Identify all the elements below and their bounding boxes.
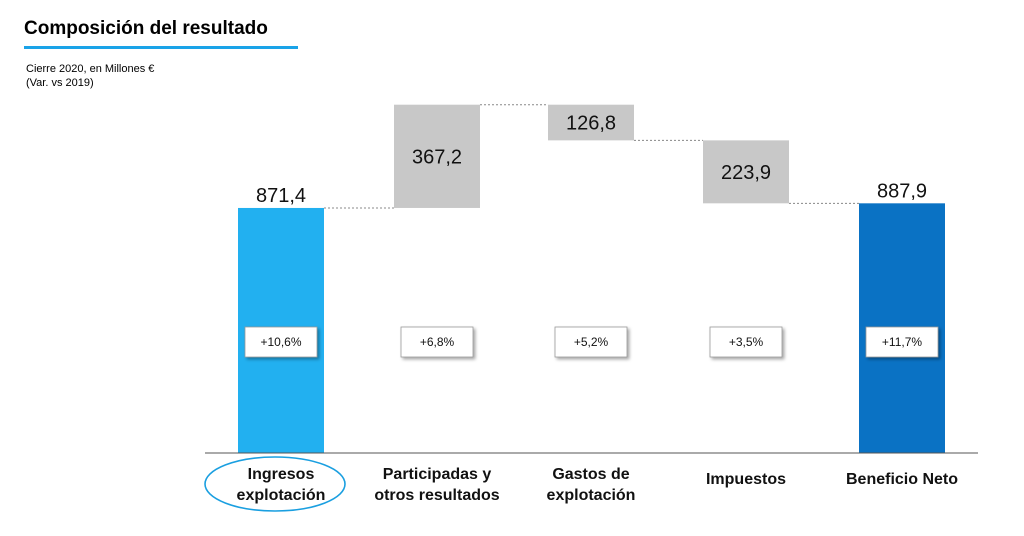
value-label-2: 126,8 <box>566 113 616 135</box>
variation-badge-1: +6,8% <box>400 326 474 358</box>
variation-box-0 <box>244 326 318 358</box>
category-label-0-line-1: explotación <box>237 487 326 504</box>
variation-label-2: +5,2% <box>574 335 609 349</box>
variation-badge-2: +5,2% <box>554 326 628 358</box>
value-label-3: 223,9 <box>721 162 771 184</box>
category-label-1-line-1: otros resultados <box>374 487 499 504</box>
category-label-4-line-0: Beneficio Neto <box>846 471 958 488</box>
chart-subtitle-line1: Cierre 2020, en Millones € <box>26 63 155 75</box>
variation-badge-3: +3,5% <box>709 326 783 358</box>
variation-label-0: +10,6% <box>260 335 301 349</box>
bar-3 <box>703 140 789 204</box>
value-label-0: 871,4 <box>256 185 306 207</box>
variation-label-1: +6,8% <box>420 335 455 349</box>
category-label-0: Ingresos explotación <box>237 466 326 504</box>
category-label-2-line-0: Gastos de <box>552 466 629 483</box>
title-underline <box>24 46 298 49</box>
category-label-2: Gastos de explotación <box>547 466 636 504</box>
category-label-0-line-0: Ingresos <box>248 466 315 483</box>
variation-label-3: +3,5% <box>729 335 764 349</box>
bar-2 <box>548 104 634 141</box>
category-label-3: Impuestos <box>706 471 786 488</box>
value-label-4: 887,9 <box>877 180 927 202</box>
variation-badge-0: +10,6% <box>244 326 318 358</box>
variation-box-2 <box>554 326 628 358</box>
category-label-2-line-1: explotación <box>547 487 636 504</box>
category-label-4: Beneficio Neto <box>846 471 958 488</box>
variation-badge-4: +11,7% <box>865 326 939 358</box>
bar-1 <box>394 104 480 208</box>
variation-label-4: +11,7% <box>882 335 922 349</box>
category-label-1: Participadas y otros resultados <box>374 466 499 504</box>
category-label-1-line-0: Participadas y <box>383 466 492 483</box>
variation-box-4 <box>865 326 939 358</box>
chart-subtitle-line2: (Var. vs 2019) <box>26 77 94 89</box>
variation-box-3 <box>709 326 783 358</box>
chart-title: Composición del resultado <box>24 18 268 39</box>
value-label-1: 367,2 <box>412 146 462 168</box>
highlight-ellipse <box>204 456 346 512</box>
variation-box-1 <box>400 326 474 358</box>
category-label-3-line-0: Impuestos <box>706 471 786 488</box>
